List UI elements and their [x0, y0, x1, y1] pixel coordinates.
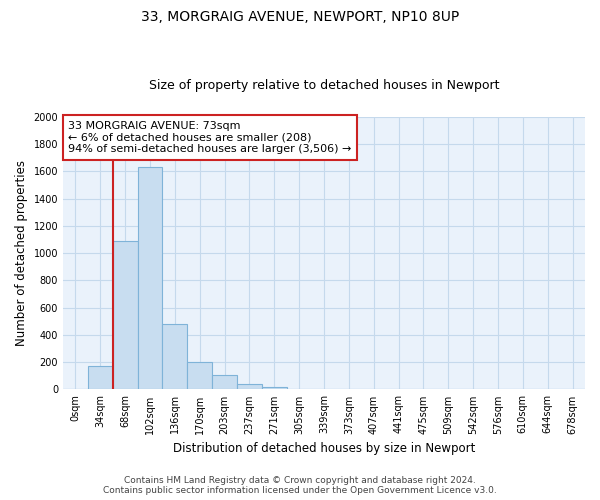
Text: Contains HM Land Registry data © Crown copyright and database right 2024.
Contai: Contains HM Land Registry data © Crown c… — [103, 476, 497, 495]
Y-axis label: Number of detached properties: Number of detached properties — [15, 160, 28, 346]
Bar — [237, 384, 262, 390]
Bar — [187, 362, 212, 390]
Bar — [212, 375, 237, 390]
Bar — [137, 167, 163, 390]
Bar — [262, 386, 287, 390]
Bar — [88, 366, 113, 390]
Bar — [163, 324, 187, 390]
Bar — [113, 241, 137, 390]
X-axis label: Distribution of detached houses by size in Newport: Distribution of detached houses by size … — [173, 442, 475, 455]
Text: 33, MORGRAIG AVENUE, NEWPORT, NP10 8UP: 33, MORGRAIG AVENUE, NEWPORT, NP10 8UP — [141, 10, 459, 24]
Text: 33 MORGRAIG AVENUE: 73sqm
← 6% of detached houses are smaller (208)
94% of semi-: 33 MORGRAIG AVENUE: 73sqm ← 6% of detach… — [68, 121, 352, 154]
Title: Size of property relative to detached houses in Newport: Size of property relative to detached ho… — [149, 79, 499, 92]
